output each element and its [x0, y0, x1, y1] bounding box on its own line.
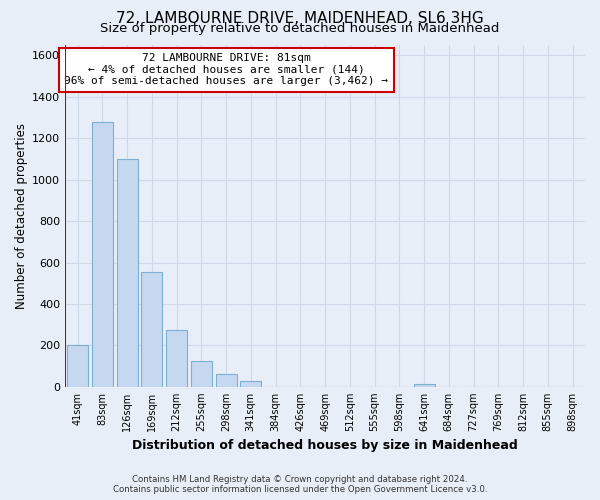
Bar [215, 374, 236, 387]
Text: 72 LAMBOURNE DRIVE: 81sqm
← 4% of detached houses are smaller (144)
96% of semi-: 72 LAMBOURNE DRIVE: 81sqm ← 4% of detach… [64, 54, 388, 86]
Bar [116, 159, 137, 387]
Bar [413, 384, 434, 387]
Y-axis label: Number of detached properties: Number of detached properties [15, 123, 28, 309]
Bar [141, 272, 163, 387]
Bar [191, 361, 212, 387]
Bar [166, 330, 187, 387]
X-axis label: Distribution of detached houses by size in Maidenhead: Distribution of detached houses by size … [132, 440, 518, 452]
Text: Size of property relative to detached houses in Maidenhead: Size of property relative to detached ho… [100, 22, 500, 35]
Bar [67, 346, 88, 387]
Bar [240, 380, 262, 387]
Text: 72, LAMBOURNE DRIVE, MAIDENHEAD, SL6 3HG: 72, LAMBOURNE DRIVE, MAIDENHEAD, SL6 3HG [116, 11, 484, 26]
Text: Contains HM Land Registry data © Crown copyright and database right 2024.
Contai: Contains HM Land Registry data © Crown c… [113, 474, 487, 494]
Bar [92, 122, 113, 387]
